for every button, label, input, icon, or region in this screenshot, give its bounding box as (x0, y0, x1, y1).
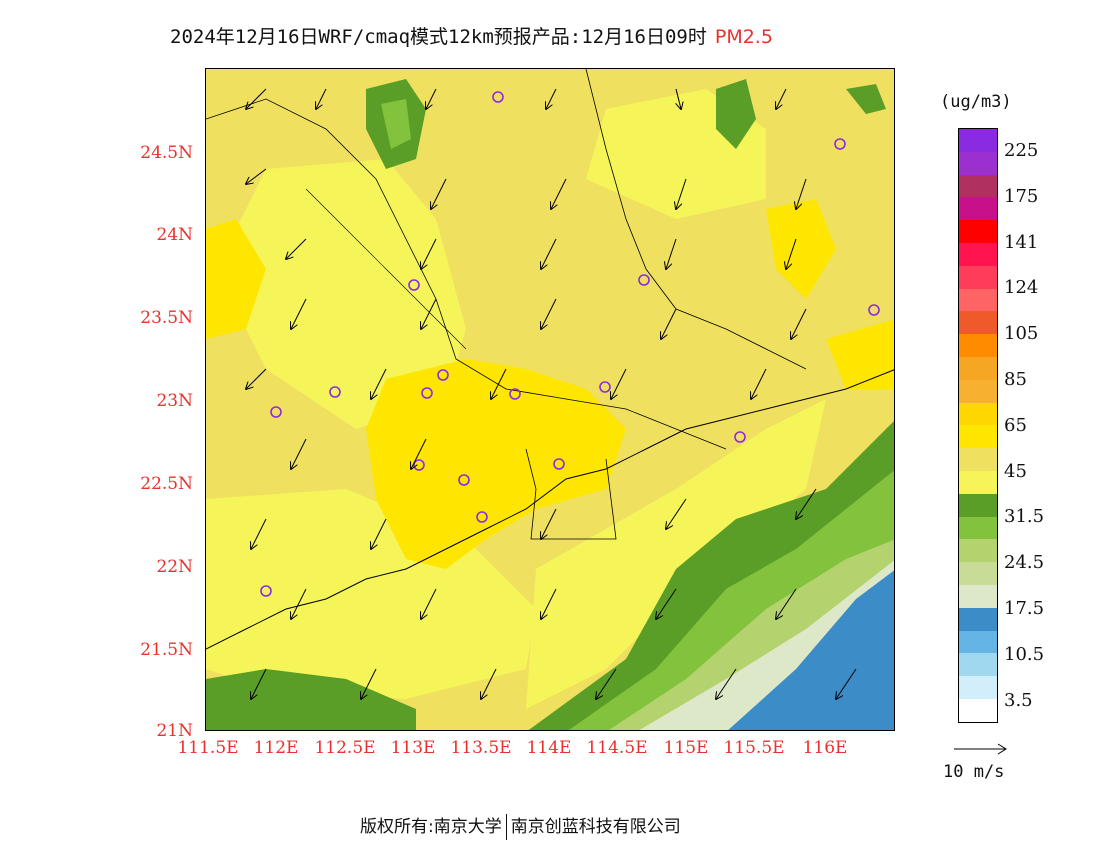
x-tick: 115E (663, 738, 709, 758)
colorbar-label: 10.5 (1004, 643, 1045, 665)
pm25-hotspot-65 (206, 219, 266, 339)
title-text: 2024年12月16日WRF/cmaq模式12km预报产品:12月16日09时 (170, 26, 707, 48)
colorbar-swatch (959, 402, 997, 426)
colorbar-swatch (959, 653, 997, 677)
map-title: 2024年12月16日WRF/cmaq模式12km预报产品:12月16日09时 P… (170, 22, 773, 49)
colorbar-swatch (959, 584, 997, 608)
pm25-field-31-45 (216, 159, 466, 429)
y-tick: 23N (156, 391, 193, 411)
x-tick: 112.5E (314, 738, 376, 758)
colorbar-swatch (959, 197, 997, 221)
y-tick: 22.5N (140, 474, 193, 494)
colorbar-label: 65 (1004, 414, 1027, 436)
pm25-patch-low (716, 79, 756, 149)
colorbar-label: 3.5 (1004, 689, 1033, 711)
colorbar-swatch (959, 334, 997, 357)
footer-left: 版权所有:南京大学 (360, 817, 502, 837)
colorbar-swatch (959, 448, 997, 471)
pollutant-label: PM2.5 (714, 26, 773, 48)
copyright-footer: 版权所有:南京大学 南京创蓝科技有限公司 (360, 812, 681, 840)
colorbar-swatch (959, 288, 997, 312)
colorbar-label: 175 (1004, 185, 1039, 207)
city-markers (260, 91, 880, 597)
colorbar-label: 141 (1004, 231, 1039, 253)
vector-legend-label: 10 m/s (943, 762, 1005, 782)
pm25-band-lowest (728, 570, 894, 730)
x-tick: 113E (390, 738, 436, 758)
pm25-hotspot-65 (826, 319, 894, 389)
colorbar-label: 225 (1004, 140, 1039, 161)
colorbar-label: 24.5 (1004, 552, 1045, 574)
colorbar-swatch (959, 151, 997, 175)
colorbar-label: 45 (1004, 460, 1027, 482)
colorbar-swatch (959, 493, 997, 517)
vector-legend-arrow (954, 743, 1007, 755)
bay-outline (525, 448, 617, 540)
y-tick: 24.5N (140, 143, 193, 163)
x-tick: 116E (802, 738, 848, 758)
pm25-hotspot-65 (366, 359, 626, 569)
y-tick: 21N (156, 721, 193, 741)
pm25-patch-low (846, 84, 886, 114)
county-boundary (305, 188, 467, 350)
province-boundary (585, 69, 807, 370)
colorbar-label: 31.5 (1004, 506, 1045, 528)
colorbar-swatch (959, 607, 997, 631)
x-tick: 113.5E (450, 738, 512, 758)
colorbar-label: 85 (1004, 369, 1027, 390)
x-tick: 115.5E (723, 738, 785, 758)
colorbar-swatch (959, 562, 997, 585)
colorbar-unit: (ug/m3) (940, 92, 1012, 112)
colorbar-swatch (959, 425, 997, 449)
map-canvas (206, 69, 894, 730)
pm25-patch-low (381, 99, 411, 149)
coastline (206, 369, 894, 650)
colorbar-swatch (959, 311, 997, 335)
x-tick: 114E (526, 738, 572, 758)
y-tick: 22N (156, 557, 193, 577)
pm25-field-31-45 (526, 399, 826, 709)
y-tick: 21.5N (140, 640, 193, 660)
colorbar-swatch (959, 242, 997, 266)
colorbar-swatch (959, 356, 997, 380)
colorbar-swatch (959, 129, 997, 152)
colorbar-swatch (959, 379, 997, 403)
colorbar-label: 17.5 (1004, 598, 1045, 619)
colorbar (958, 128, 998, 723)
footer-divider (505, 814, 507, 840)
colorbar-swatch (959, 516, 997, 540)
colorbar-swatch (959, 676, 997, 699)
footer-right: 南京创蓝科技有限公司 (510, 817, 681, 837)
colorbar-swatch (959, 630, 997, 654)
x-tick: 111.5E (177, 738, 239, 758)
colorbar-label: 124 (1004, 277, 1039, 299)
y-tick: 23.5N (140, 308, 193, 328)
y-tick: 24N (156, 225, 193, 245)
pm25-map[interactable] (205, 68, 895, 731)
x-tick: 112E (253, 738, 299, 758)
x-tick: 114.5E (586, 738, 648, 758)
pm25-hotspot-65 (766, 199, 836, 299)
colorbar-swatch (959, 265, 997, 289)
colorbar-swatch (959, 539, 997, 563)
colorbar-label: 105 (1004, 323, 1039, 345)
wind-vectors (246, 88, 857, 699)
colorbar-swatch (959, 698, 997, 722)
colorbar-swatch (959, 174, 997, 198)
colorbar-swatch (959, 470, 997, 494)
colorbar-swatch (959, 220, 997, 243)
